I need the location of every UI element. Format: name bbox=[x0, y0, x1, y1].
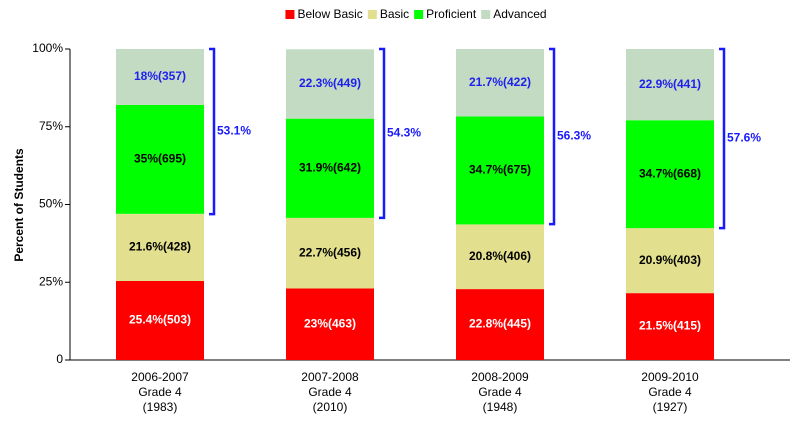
bar-segment bbox=[626, 293, 714, 360]
bar-segment bbox=[116, 49, 204, 105]
annotation: 53.1% bbox=[217, 124, 251, 138]
x-tick-label: (1948) bbox=[483, 400, 518, 414]
value-label: 21.6%(428) bbox=[129, 240, 191, 254]
y-axis-label: Percent of Students bbox=[12, 148, 26, 262]
bracket bbox=[719, 47, 726, 230]
y-tick-label: 100% bbox=[32, 41, 63, 55]
value-label: 22.9%(441) bbox=[639, 77, 701, 91]
value-label: 22.3%(449) bbox=[299, 76, 361, 90]
bracket bbox=[549, 47, 556, 226]
x-tick-label: 2006-2007 bbox=[131, 370, 189, 384]
bar-segment bbox=[626, 49, 714, 121]
y-tick-label: 0 bbox=[56, 352, 63, 366]
value-label: 22.8%(445) bbox=[469, 317, 531, 331]
value-label: 25.4%(503) bbox=[129, 313, 191, 327]
y-tick-label: 75% bbox=[39, 119, 63, 133]
legend-label: Advanced bbox=[493, 7, 546, 21]
legend-swatch bbox=[367, 10, 377, 19]
legend-label: Basic bbox=[380, 7, 409, 21]
bar-segment bbox=[456, 289, 544, 360]
value-label: 23%(463) bbox=[304, 316, 356, 330]
legend-label: Below Basic bbox=[297, 7, 362, 21]
bar-segment bbox=[626, 120, 714, 229]
bracket bbox=[209, 47, 216, 216]
y-tick-label: 50% bbox=[39, 197, 63, 211]
bar-segment bbox=[116, 213, 204, 282]
x-tick-label: 2008-2009 bbox=[471, 370, 529, 384]
legend-swatch bbox=[414, 10, 424, 19]
bar-segment bbox=[286, 49, 374, 119]
bar-segment bbox=[456, 224, 544, 290]
bar-segment bbox=[116, 281, 204, 360]
bar-segment bbox=[626, 228, 714, 294]
value-label: 34.7%(668) bbox=[639, 166, 701, 180]
x-tick-label: (1927) bbox=[653, 400, 688, 414]
x-tick-label: 2009-2010 bbox=[641, 370, 699, 384]
legend-swatch bbox=[285, 10, 295, 19]
x-tick-label: Grade 4 bbox=[138, 385, 182, 399]
bracket bbox=[379, 47, 386, 220]
legend-swatch bbox=[481, 10, 491, 19]
annotation: 56.3% bbox=[557, 129, 591, 143]
bar-segment bbox=[286, 288, 374, 360]
value-label: 18%(357) bbox=[134, 69, 186, 83]
x-tick-label: (1983) bbox=[143, 400, 178, 414]
x-tick-label: Grade 4 bbox=[308, 385, 352, 399]
bar-segment bbox=[116, 104, 204, 214]
value-label: 34.7%(675) bbox=[469, 163, 531, 177]
value-label: 31.9%(642) bbox=[299, 160, 361, 174]
x-tick-label: 2007-2008 bbox=[301, 370, 359, 384]
x-tick-label: Grade 4 bbox=[648, 385, 692, 399]
annotation: 57.6% bbox=[727, 131, 761, 145]
value-label: 20.9%(403) bbox=[639, 253, 701, 267]
y-tick-label: 25% bbox=[39, 274, 63, 288]
value-label: 21.7%(422) bbox=[469, 75, 531, 89]
x-tick-label: (2010) bbox=[313, 400, 348, 414]
bar-segment bbox=[456, 49, 544, 117]
bar-segment bbox=[286, 118, 374, 218]
annotation: 54.3% bbox=[387, 126, 421, 140]
value-label: 20.8%(406) bbox=[469, 249, 531, 263]
legend-label: Proficient bbox=[426, 7, 477, 21]
bar-segment bbox=[286, 217, 374, 289]
value-label: 35%(695) bbox=[134, 152, 186, 166]
x-tick-label: Grade 4 bbox=[478, 385, 522, 399]
bar-segment bbox=[456, 116, 544, 225]
value-label: 22.7%(456) bbox=[299, 245, 361, 259]
legend: Below Basic Basic Proficient Advanced bbox=[285, 7, 547, 21]
value-label: 21.5%(415) bbox=[639, 319, 701, 333]
